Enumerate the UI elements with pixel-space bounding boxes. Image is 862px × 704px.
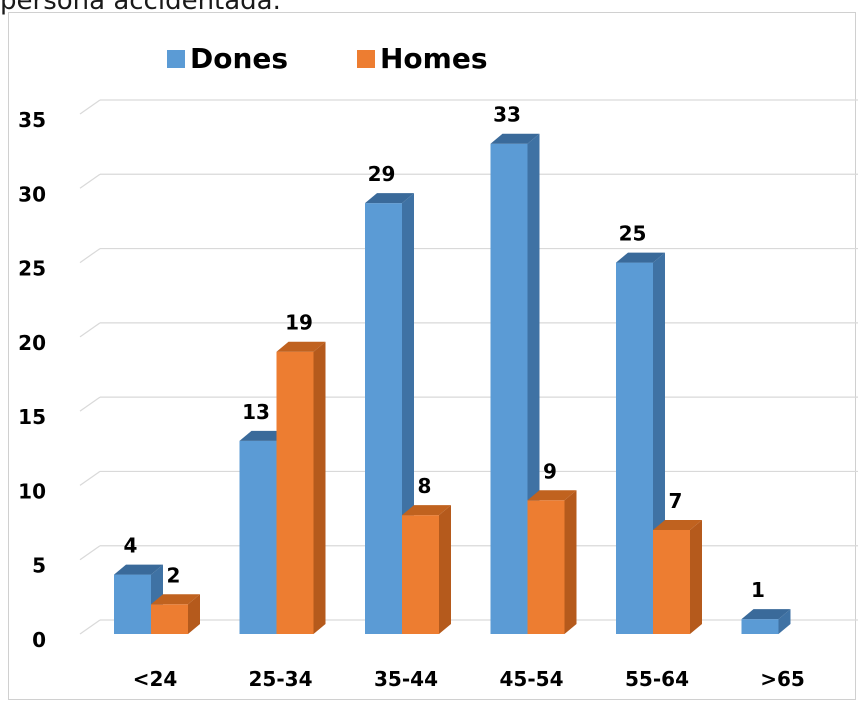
bar-top: [653, 520, 702, 530]
chart-frame: [8, 12, 856, 700]
gridline-slant: [79, 322, 101, 338]
gridline-slant: [79, 545, 101, 561]
bar-top: [490, 133, 540, 144]
x-tick-label: 45-54: [500, 667, 564, 691]
legend-swatch-dones: [167, 50, 185, 68]
y-tick-label: 0: [32, 628, 46, 652]
bar-front: [741, 619, 779, 634]
data-label: 13: [242, 400, 270, 424]
bar-front: [365, 203, 402, 634]
gridline-slant: [79, 619, 101, 635]
bar-side: [564, 490, 577, 634]
bar-front: [616, 262, 653, 634]
y-axis-ticks: 0 5 10 15 20 25 30 35: [18, 108, 46, 652]
x-tick-label: 35-44: [374, 667, 438, 691]
y-tick-label: 5: [32, 554, 46, 578]
legend: Dones Homes: [167, 42, 488, 75]
x-axis-ticks: <24 25-34 35-44 45-54 55-64 >65: [133, 667, 805, 691]
gridline-slant: [79, 470, 101, 486]
bar-top: [527, 490, 577, 501]
y-tick-label: 20: [18, 331, 46, 355]
bar-front: [527, 500, 565, 634]
bar-top: [365, 193, 414, 204]
gridline-slant: [79, 248, 101, 264]
bar-top: [741, 609, 791, 620]
data-label: 8: [418, 474, 432, 498]
y-tick-label: 10: [18, 479, 46, 503]
bar-front: [276, 351, 314, 634]
data-label: 4: [124, 534, 138, 558]
gridline-slant: [79, 173, 101, 189]
data-label: 29: [368, 162, 396, 186]
bar-dones: [490, 133, 540, 634]
bar-top: [151, 594, 200, 605]
x-tick-label: 55-64: [625, 667, 689, 691]
legend-label-dones: Dones: [190, 42, 288, 75]
data-label: 7: [669, 489, 683, 513]
bars: [114, 133, 791, 635]
bar-top: [402, 505, 451, 516]
data-label: 2: [167, 563, 181, 587]
bar-homes: [653, 520, 702, 634]
legend-label-homes: Homes: [380, 42, 488, 75]
bar-top: [276, 341, 326, 352]
data-label: 33: [493, 103, 521, 127]
bar-dones: [741, 609, 791, 634]
bar-side: [778, 609, 791, 634]
bar-top: [239, 430, 289, 441]
bar-homes: [151, 594, 200, 634]
y-tick-label: 25: [18, 257, 46, 281]
y-tick-label: 30: [18, 182, 46, 206]
bar-homes: [527, 490, 577, 634]
gridlines: [79, 99, 858, 635]
bar-front: [402, 515, 439, 634]
bar-top: [616, 252, 665, 263]
gridline-slant: [79, 99, 101, 115]
bar-front: [239, 440, 277, 634]
bar-homes: [276, 341, 326, 634]
data-label: 25: [619, 222, 647, 246]
data-labels: 4 13 29 33 25 1 2 19 8 9 7: [124, 103, 765, 602]
bar-front: [151, 604, 188, 634]
gridline-slant: [79, 396, 101, 412]
x-tick-label: >65: [760, 667, 805, 691]
bar-side: [313, 341, 326, 634]
y-tick-label: 35: [18, 108, 46, 132]
bar-front: [653, 530, 690, 634]
y-tick-label: 15: [18, 405, 46, 429]
bar-top: [114, 564, 163, 575]
data-label: 9: [543, 459, 557, 483]
x-tick-label: 25-34: [249, 667, 313, 691]
bar-front: [114, 574, 151, 634]
x-tick-label: <24: [133, 667, 178, 691]
legend-swatch-homes: [357, 50, 375, 68]
bar-homes: [402, 505, 451, 634]
bar-side: [439, 505, 451, 634]
bar-front: [490, 143, 528, 634]
data-label: 1: [751, 578, 765, 602]
bar-side: [690, 520, 702, 634]
data-label: 19: [285, 311, 313, 335]
bar-side: [188, 594, 200, 634]
